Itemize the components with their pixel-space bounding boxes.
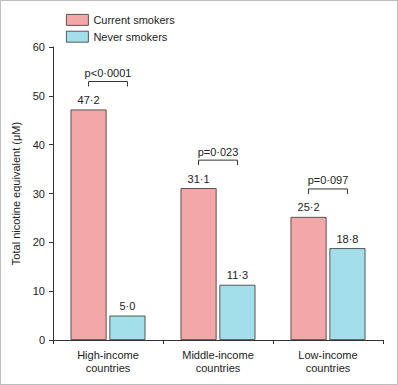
svg-text:50: 50 (33, 90, 45, 102)
svg-text:Low-income: Low-income (298, 349, 357, 361)
svg-text:60: 60 (33, 41, 45, 53)
svg-text:Current smokers: Current smokers (93, 14, 175, 26)
svg-text:Middle-income: Middle-income (182, 349, 254, 361)
svg-text:p=0·023: p=0·023 (198, 146, 239, 158)
svg-text:11·3: 11·3 (227, 269, 248, 281)
svg-text:Total nicotine equivalent (μM): Total nicotine equivalent (μM) (10, 122, 22, 265)
svg-text:10: 10 (33, 285, 45, 297)
svg-text:p<0·0001: p<0·0001 (85, 67, 132, 79)
svg-text:5·0: 5·0 (119, 300, 135, 312)
svg-text:Never smokers: Never smokers (93, 31, 167, 43)
svg-text:countries: countries (86, 362, 131, 374)
svg-text:0: 0 (39, 334, 45, 346)
svg-text:47·2: 47·2 (78, 94, 100, 106)
svg-text:20: 20 (33, 236, 45, 248)
svg-text:High-income: High-income (77, 349, 139, 361)
svg-text:25·2: 25·2 (298, 201, 320, 213)
svg-text:31·1: 31·1 (188, 173, 210, 185)
svg-text:countries: countries (306, 362, 351, 374)
svg-text:18·8: 18·8 (336, 233, 358, 245)
svg-text:40: 40 (33, 139, 45, 151)
svg-text:p=0·097: p=0·097 (308, 174, 349, 186)
svg-text:countries: countries (196, 362, 241, 374)
svg-text:30: 30 (33, 188, 45, 200)
